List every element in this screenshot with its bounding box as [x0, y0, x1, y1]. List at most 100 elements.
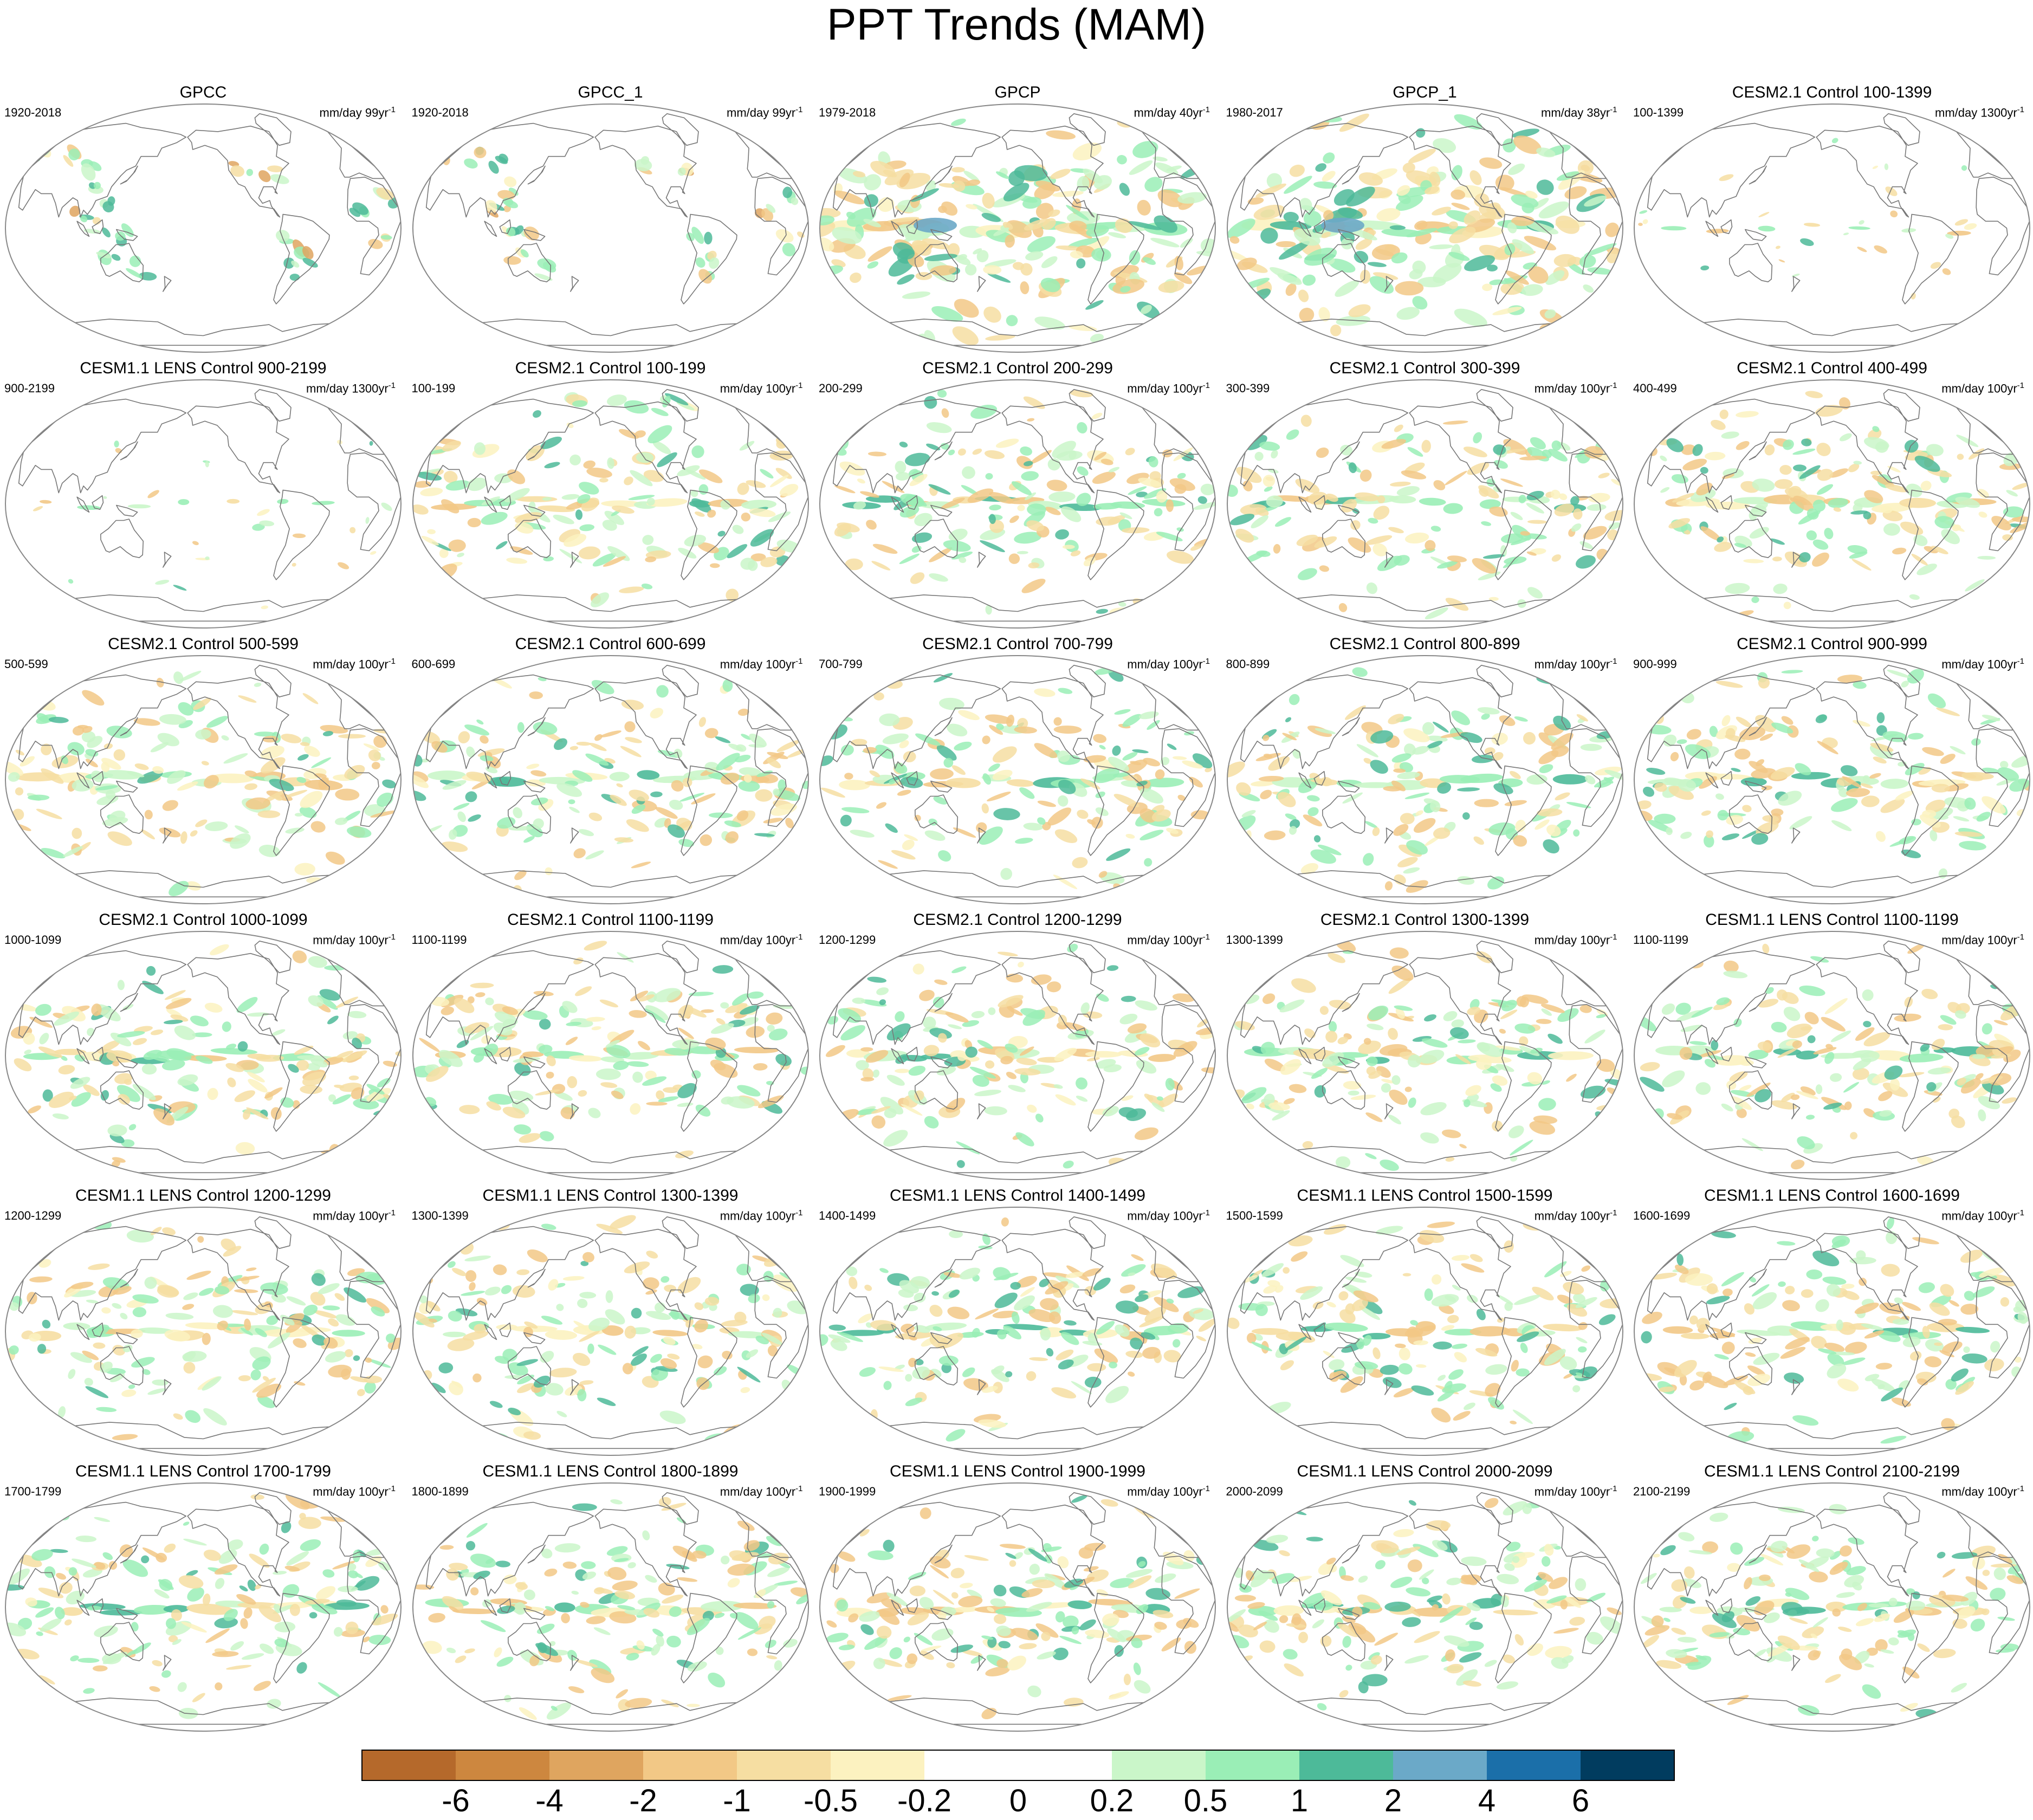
trend-patch	[1823, 1103, 1842, 1110]
trend-patch	[212, 1305, 233, 1318]
trend-patch	[1177, 1286, 1205, 1298]
trend-patch	[590, 1668, 614, 1683]
trend-patch	[876, 1625, 892, 1639]
trend-patch	[1600, 1616, 1623, 1635]
trend-patch	[687, 1618, 710, 1635]
panel-title: CESM2.1 Control 100-1399	[1732, 83, 1932, 101]
trend-patch	[205, 461, 209, 468]
trend-patch	[1562, 1281, 1584, 1295]
trend-patch	[516, 1359, 538, 1366]
trend-field	[10, 944, 401, 1168]
panel-period: 1300-1399	[411, 1209, 469, 1222]
trend-patch	[1326, 1301, 1336, 1307]
trend-patch	[1892, 547, 1907, 555]
trend-patch	[1377, 555, 1402, 571]
trend-patch	[1575, 1297, 1597, 1308]
coastline	[1313, 495, 1325, 510]
trend-patch	[533, 818, 544, 830]
trend-patch	[1885, 484, 1908, 493]
trend-patch	[178, 702, 194, 716]
trend-patch	[83, 1688, 95, 1694]
trend-patch	[1976, 812, 1991, 822]
trend-patch	[618, 586, 644, 593]
trend-patch	[1872, 475, 1895, 487]
panel-title: CESM1.1 LENS Control 1700-1799	[75, 1462, 331, 1480]
trend-patch	[1156, 532, 1183, 541]
coastline	[163, 552, 172, 568]
trend-patch	[630, 990, 648, 1002]
trend-patch	[1279, 999, 1305, 1013]
trend-patch	[1056, 245, 1083, 251]
trend-patch	[541, 1549, 552, 1559]
trend-patch	[457, 811, 466, 822]
trend-patch	[767, 1345, 778, 1357]
trend-patch	[348, 1075, 359, 1080]
trend-patch	[1513, 1294, 1540, 1305]
trend-patch	[614, 1590, 635, 1599]
trend-patch	[31, 1549, 53, 1561]
trend-patch	[582, 1571, 596, 1580]
equatorial-band-patch	[1552, 774, 1588, 785]
trend-patch	[878, 860, 898, 869]
trend-patch	[1425, 607, 1448, 620]
trend-patch	[144, 1277, 157, 1289]
trend-patch	[886, 1023, 911, 1041]
trend-patch	[626, 819, 649, 832]
coastline	[254, 1492, 292, 1525]
trend-patch	[335, 788, 360, 801]
trend-patch	[1849, 1256, 1876, 1265]
trend-patch	[1469, 1621, 1483, 1630]
coastline	[1069, 1492, 1106, 1525]
trend-patch	[1432, 138, 1456, 153]
trend-patch	[195, 729, 211, 740]
trend-patch	[958, 254, 967, 261]
trend-patch	[1914, 456, 1940, 472]
panel-period: 400-499	[1633, 381, 1677, 395]
trend-patch	[177, 1682, 187, 1692]
trend-patch	[86, 1299, 99, 1304]
trend-patch	[1290, 1251, 1307, 1262]
coastline	[754, 452, 808, 552]
trend-patch	[1538, 201, 1569, 219]
trend-patch	[1465, 1085, 1481, 1096]
trend-patch	[879, 1610, 900, 1625]
trend-patch	[1387, 1028, 1398, 1040]
trend-patch	[1805, 1115, 1815, 1120]
trend-patch	[1748, 1337, 1762, 1344]
coastline	[1322, 243, 1365, 282]
map-panel: CESM2.1 Control 700-799 700-799 mm/day 100…	[814, 632, 1221, 907]
trend-patch	[1173, 1041, 1197, 1057]
trend-patch	[1348, 1090, 1359, 1096]
trend-patch	[255, 1327, 267, 1337]
trend-patch	[412, 504, 429, 515]
trend-patch	[96, 1407, 117, 1413]
trend-patch	[322, 731, 333, 736]
coastline	[1956, 131, 2013, 179]
trend-patch	[586, 468, 612, 478]
trend-patch	[694, 511, 705, 517]
coastline	[1568, 177, 1623, 276]
map-panel: CESM2.1 Control 100-199 100-199 mm/day 100…	[407, 356, 814, 631]
coastline	[116, 1056, 138, 1068]
trend-patch	[967, 1589, 982, 1599]
trend-patch	[1167, 743, 1177, 750]
coastline	[327, 683, 385, 731]
trend-patch	[1061, 506, 1082, 522]
trend-patch	[1298, 289, 1309, 302]
trend-patch	[1442, 420, 1468, 425]
trend-patch	[1154, 1297, 1179, 1312]
coastline	[906, 1046, 918, 1061]
panel-units: mm/day 100yr-1	[1535, 655, 1617, 671]
trend-patch	[934, 979, 948, 985]
coastline	[1705, 221, 1719, 237]
world-map	[1634, 655, 2030, 904]
coastline	[1337, 504, 1359, 517]
trend-patch	[989, 504, 1001, 511]
trend-patch	[15, 1648, 40, 1660]
coastline	[1240, 1501, 1408, 1597]
trend-patch	[695, 1104, 710, 1117]
trend-patch	[1092, 471, 1116, 484]
trend-patch	[2003, 506, 2024, 518]
coastline	[1069, 941, 1106, 974]
trend-patch	[1954, 1010, 1966, 1019]
